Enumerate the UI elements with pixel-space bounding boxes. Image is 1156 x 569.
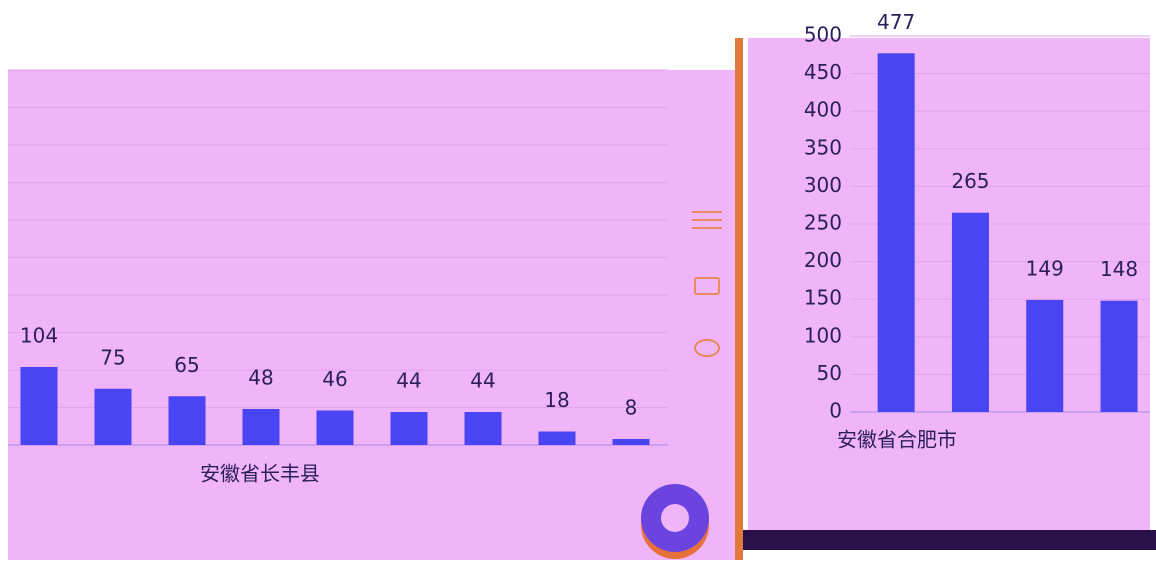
mail-icon [694, 277, 720, 295]
bar [1100, 300, 1138, 412]
y-tick-label: 350 [804, 135, 842, 159]
value-label: 148 [1100, 257, 1138, 281]
bar [390, 412, 428, 445]
y-tick-label: 50 [817, 361, 842, 385]
value-label: 8 [625, 396, 638, 420]
bar [316, 410, 354, 445]
x-axis-label: 安徽省合肥市 [837, 428, 957, 452]
value-label: 75 [100, 345, 125, 369]
footer-bar [743, 530, 1156, 550]
left-panel [8, 70, 735, 560]
bar [242, 409, 280, 445]
bar [168, 396, 206, 445]
value-label: 18 [544, 388, 569, 412]
chat-icon [694, 339, 720, 357]
y-tick-label: 300 [804, 173, 842, 197]
donut-decoration [641, 484, 709, 559]
bar [20, 367, 58, 445]
bar [877, 53, 915, 413]
y-tick-label: 0 [829, 399, 842, 423]
value-label: 44 [396, 369, 421, 393]
value-label: 48 [248, 366, 273, 390]
value-label: 65 [174, 353, 199, 377]
bar [464, 412, 502, 445]
bar [1026, 299, 1064, 412]
right-panel [748, 38, 1150, 530]
value-label: 44 [470, 369, 495, 393]
toolbar-icons [692, 211, 722, 357]
y-tick-label: 400 [804, 98, 842, 122]
value-label: 265 [951, 169, 989, 193]
value-label: 104 [20, 324, 58, 348]
y-tick-label: 200 [804, 248, 842, 272]
value-label: 46 [322, 367, 347, 391]
y-tick-label: 450 [804, 60, 842, 84]
x-axis-label: 安徽省长丰县 [200, 462, 320, 486]
bar [538, 431, 576, 445]
bar [94, 388, 132, 445]
value-label: 149 [1026, 256, 1064, 280]
value-label: 477 [877, 10, 915, 34]
panel-divider [735, 38, 743, 560]
bar [612, 439, 650, 445]
y-tick-label: 150 [804, 286, 842, 310]
y-tick-label: 100 [804, 323, 842, 347]
y-tick-label: 500 [804, 23, 842, 47]
bar [951, 212, 989, 412]
charts: 104 75 65 48 46 44 44 18 8 安徽省长丰县 0 50 100 150 200 250 3… [8, 10, 1150, 486]
donut-hole [661, 504, 689, 532]
y-tick-label: 250 [804, 211, 842, 235]
